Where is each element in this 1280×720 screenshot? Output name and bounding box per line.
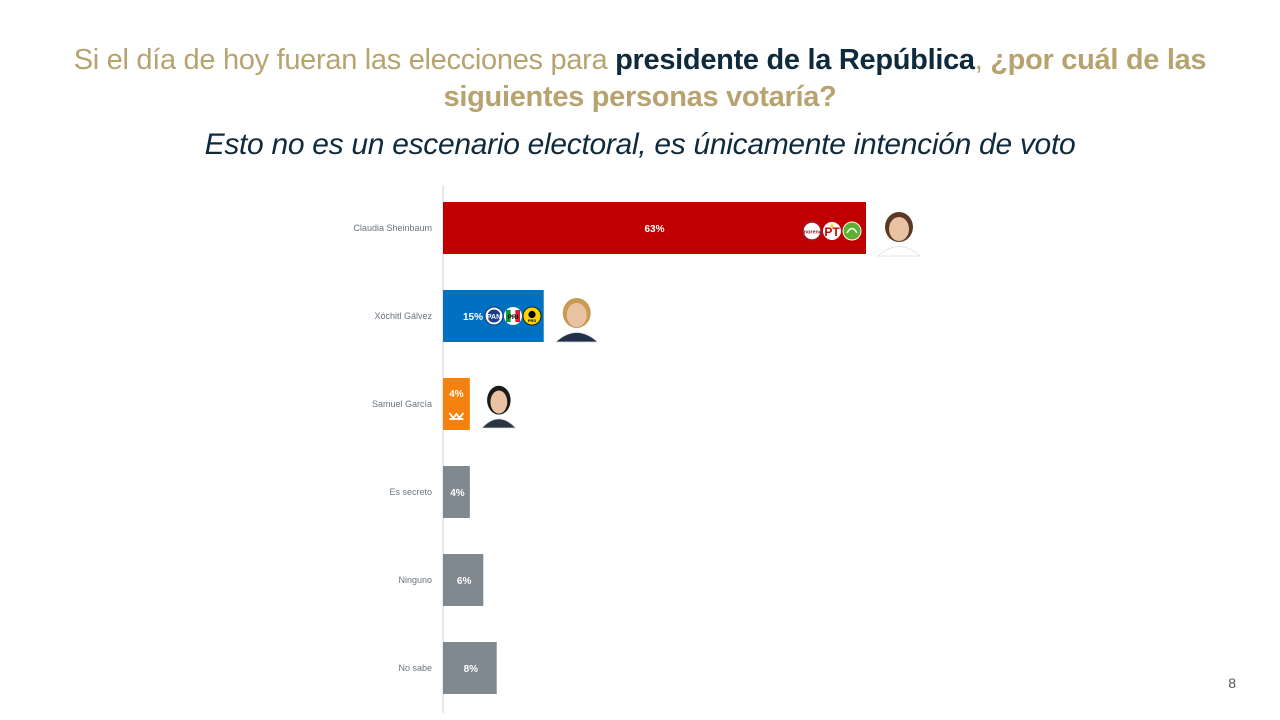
page-number: 8 <box>1228 675 1236 691</box>
bar <box>443 554 484 606</box>
pvem-leaf <box>846 227 858 234</box>
sheinbaum-photo-torso <box>876 246 922 257</box>
pt-logo: PT <box>823 222 841 240</box>
pvem-logo <box>842 221 862 241</box>
data-label: 15% <box>463 312 483 323</box>
sheinbaum-photo-face <box>889 217 909 241</box>
morena-circle <box>802 221 822 241</box>
pt-bg <box>823 222 841 240</box>
data-label: 6% <box>457 576 472 587</box>
bar <box>443 642 497 694</box>
title-text-part3: ¿por cuál de las siguientes personas vot… <box>443 44 1207 113</box>
prd-logo: PRD <box>522 306 542 326</box>
category-label: No sabe <box>398 663 432 673</box>
data-label: 4% <box>449 389 464 400</box>
garcia-photo <box>480 385 517 429</box>
category-label: Ninguno <box>398 575 432 585</box>
pri-green <box>506 310 511 322</box>
bar <box>443 378 470 430</box>
morena-logo: morena <box>802 221 823 241</box>
data-label: 4% <box>450 488 465 499</box>
bar <box>443 466 470 518</box>
pri-red <box>515 310 520 322</box>
pri-logo: PRI <box>504 307 522 325</box>
title-highlight: presidente de la República <box>615 44 975 76</box>
sheinbaum-photo <box>876 212 922 257</box>
pan-logo-text: PAN <box>487 314 501 321</box>
pvem-circle <box>842 221 862 241</box>
prd-sun <box>528 310 536 319</box>
pt-logo-text: PT <box>824 225 840 239</box>
slide-subtitle: Esto no es un escenario electoral, es ún… <box>204 128 1076 161</box>
category-label: Es secreto <box>389 487 432 497</box>
galvez-photo <box>554 298 599 343</box>
category-label: Samuel García <box>372 399 432 409</box>
category-label: Claudia Sheinbaum <box>353 223 432 233</box>
galvez-photo-face <box>566 303 587 327</box>
data-label: 63% <box>644 224 664 235</box>
title-text-part2: , <box>974 44 991 76</box>
bar <box>443 202 866 254</box>
slide-title: Si el día de hoy fueran las elecciones p… <box>0 42 1280 116</box>
mc-logo <box>448 412 465 420</box>
data-label: 8% <box>464 664 479 675</box>
category-label: Xóchitl Gálvez <box>374 311 432 321</box>
pri-logo-text: PRI <box>508 314 519 321</box>
morena-logo-text: morena <box>802 230 823 236</box>
galvez-photo-torso <box>554 332 599 343</box>
pan-inner <box>487 309 501 323</box>
mc-eagle <box>448 412 465 420</box>
pt-star <box>830 223 834 227</box>
title-text-part1: Si el día de hoy fueran las elecciones p… <box>73 44 616 76</box>
prd-logo-text: PRD <box>528 318 537 323</box>
garcia-photo-face <box>490 390 508 414</box>
garcia-photo-torso <box>480 418 517 429</box>
pan-logo: PAN <box>484 306 504 326</box>
